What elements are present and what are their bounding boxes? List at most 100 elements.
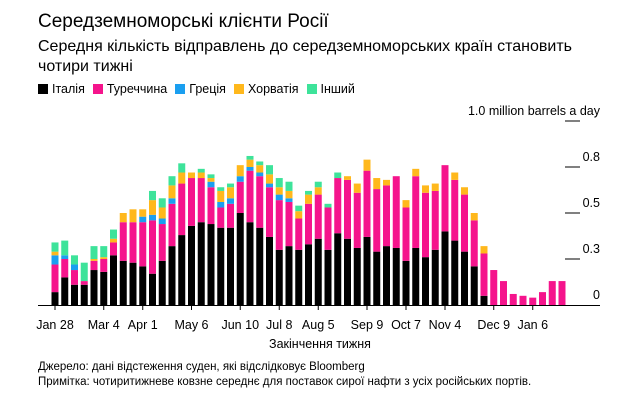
bar-segment-Туреччина [217, 207, 225, 228]
bar-segment-Хорватія [470, 213, 478, 221]
bar-segment-Італія [61, 277, 69, 305]
bar-segment-Хорватія [246, 159, 254, 167]
bar-segment-Інший [334, 172, 342, 179]
bar-segment-Інший [90, 246, 98, 259]
bar-segment-Хорватія [266, 174, 273, 184]
legend-label: Греція [189, 82, 226, 96]
bar-segment-Італія [119, 260, 127, 305]
bar-segment-Італія [149, 273, 156, 305]
bar-segment-Туреччина [392, 176, 400, 248]
bar-segment-Туреччина [353, 192, 361, 248]
chart-subtitle: Середня кількість відправлень до середзе… [38, 38, 572, 75]
bar-segment-Туреччина [236, 181, 244, 213]
bar-segment-Інший [168, 176, 176, 186]
bar-segment-Італія [392, 247, 400, 305]
bar-segment-Інший [217, 187, 225, 191]
y-tick-label: 0.3 [583, 242, 600, 256]
bar-segment-Італія [227, 227, 234, 305]
bar-segment-Італія [129, 262, 137, 305]
bar-segment-Туреччина [451, 179, 459, 241]
bar-segment-Туреччина [373, 189, 381, 252]
bar-segment-Інший [285, 181, 293, 191]
bar-segment-Італія [100, 271, 108, 305]
legend-swatch [175, 84, 186, 94]
bar-segment-Італія [461, 251, 468, 305]
bar-segment-Інший [305, 190, 312, 195]
x-tick-label: Oct 7 [391, 318, 421, 332]
bar-segment-Греція [207, 181, 215, 188]
bar-segment-Італія [470, 266, 478, 305]
bar-segment-Туреччина [548, 281, 556, 305]
bar-segment-Хорватія [119, 213, 127, 223]
bar-segment-Італія [80, 284, 88, 305]
bar-segment-Інший [266, 165, 273, 175]
bar-segment-Туреччина [539, 292, 546, 305]
legend-label: Туреччина [106, 82, 168, 96]
bar-segment-Туреччина [207, 187, 215, 225]
bar-segment-Хорватія [236, 165, 244, 177]
bar-segment-Італія [451, 240, 459, 305]
bar-segment-Туреччина [500, 281, 507, 305]
bar-segment-Хорватія [227, 187, 234, 199]
bar-segment-Італія [207, 224, 215, 305]
bar-segment-Хорватія [149, 200, 156, 215]
bar-segment-Греція [256, 172, 264, 177]
bar-segment-Італія [412, 247, 420, 305]
y-tick-label: 0.8 [583, 150, 600, 164]
x-tick-label: Apr 1 [128, 318, 158, 332]
legend-label: Інший [320, 82, 355, 96]
legend-item: Інший [306, 82, 355, 96]
bar-segment-Туреччина [139, 222, 147, 267]
bar-segment-Італія [217, 227, 225, 305]
bar-segment-Італія [266, 236, 273, 305]
bar-segment-Інший [51, 242, 59, 252]
x-tick-label: Dec 9 [477, 318, 510, 332]
bar-segment-Італія [139, 266, 147, 305]
legend-label: Італія [52, 82, 85, 96]
bar-segment-Туреччина [363, 170, 371, 237]
bar-segment-Італія [246, 222, 254, 305]
bar-segment-Греція [246, 167, 254, 171]
bar-segment-Італія [236, 213, 244, 305]
bar-segment-Туреччина [490, 270, 498, 305]
bar-segment-Хорватія [275, 187, 283, 195]
bar-segment-Хорватія [158, 207, 166, 219]
bar-segment-Туреччина [246, 170, 254, 223]
legend-item: Хорватія [233, 82, 299, 96]
bar-segment-Хорватія [207, 178, 215, 182]
bar-segment-Туреччина [197, 178, 205, 223]
bar-segment-Інший [61, 240, 69, 256]
bar-segment-Італія [158, 260, 166, 305]
x-tick-label: Sep 9 [351, 318, 384, 332]
bar-segment-Інший [71, 255, 78, 265]
bar-segment-Хорватія [100, 257, 108, 259]
bar-segment-Італія [275, 249, 283, 305]
bar-segment-Італія [353, 247, 361, 305]
bar-segment-Італія [71, 284, 78, 305]
legend-item: Греція [175, 82, 226, 96]
bar-segment-Італія [402, 260, 410, 305]
bar-segment-Туреччина [441, 165, 449, 232]
bar-segment-Хорватія [314, 187, 322, 195]
bar-segment-Італія [90, 270, 98, 305]
bar-segment-Туреччина [158, 224, 166, 261]
bar-segment-Італія [178, 235, 186, 305]
bar-segment-Туреччина [324, 207, 332, 250]
bar-segment-Греція [275, 194, 283, 201]
bar-segment-Греція [285, 198, 293, 202]
bar-segment-Туреччина [90, 260, 98, 271]
bar-segment-Інший [110, 229, 117, 239]
legend-item: Туреччина [92, 82, 168, 96]
bar-segment-Італія [334, 233, 342, 305]
bar-segment-Туреччина [256, 176, 264, 228]
bar-segment-Туреччина [188, 178, 195, 226]
bar-segment-Хорватія [305, 194, 312, 204]
bar-segment-Хорватія [402, 200, 410, 208]
bar-segment-Італія [422, 257, 429, 305]
bar-segment-Хорватія [90, 259, 98, 261]
legend-label: Хорватія [247, 82, 299, 96]
legend-swatch [92, 84, 103, 94]
legend-swatch [233, 84, 244, 94]
bar-segment-Інший [246, 155, 254, 160]
bar-segment-Туреччина [558, 281, 566, 305]
